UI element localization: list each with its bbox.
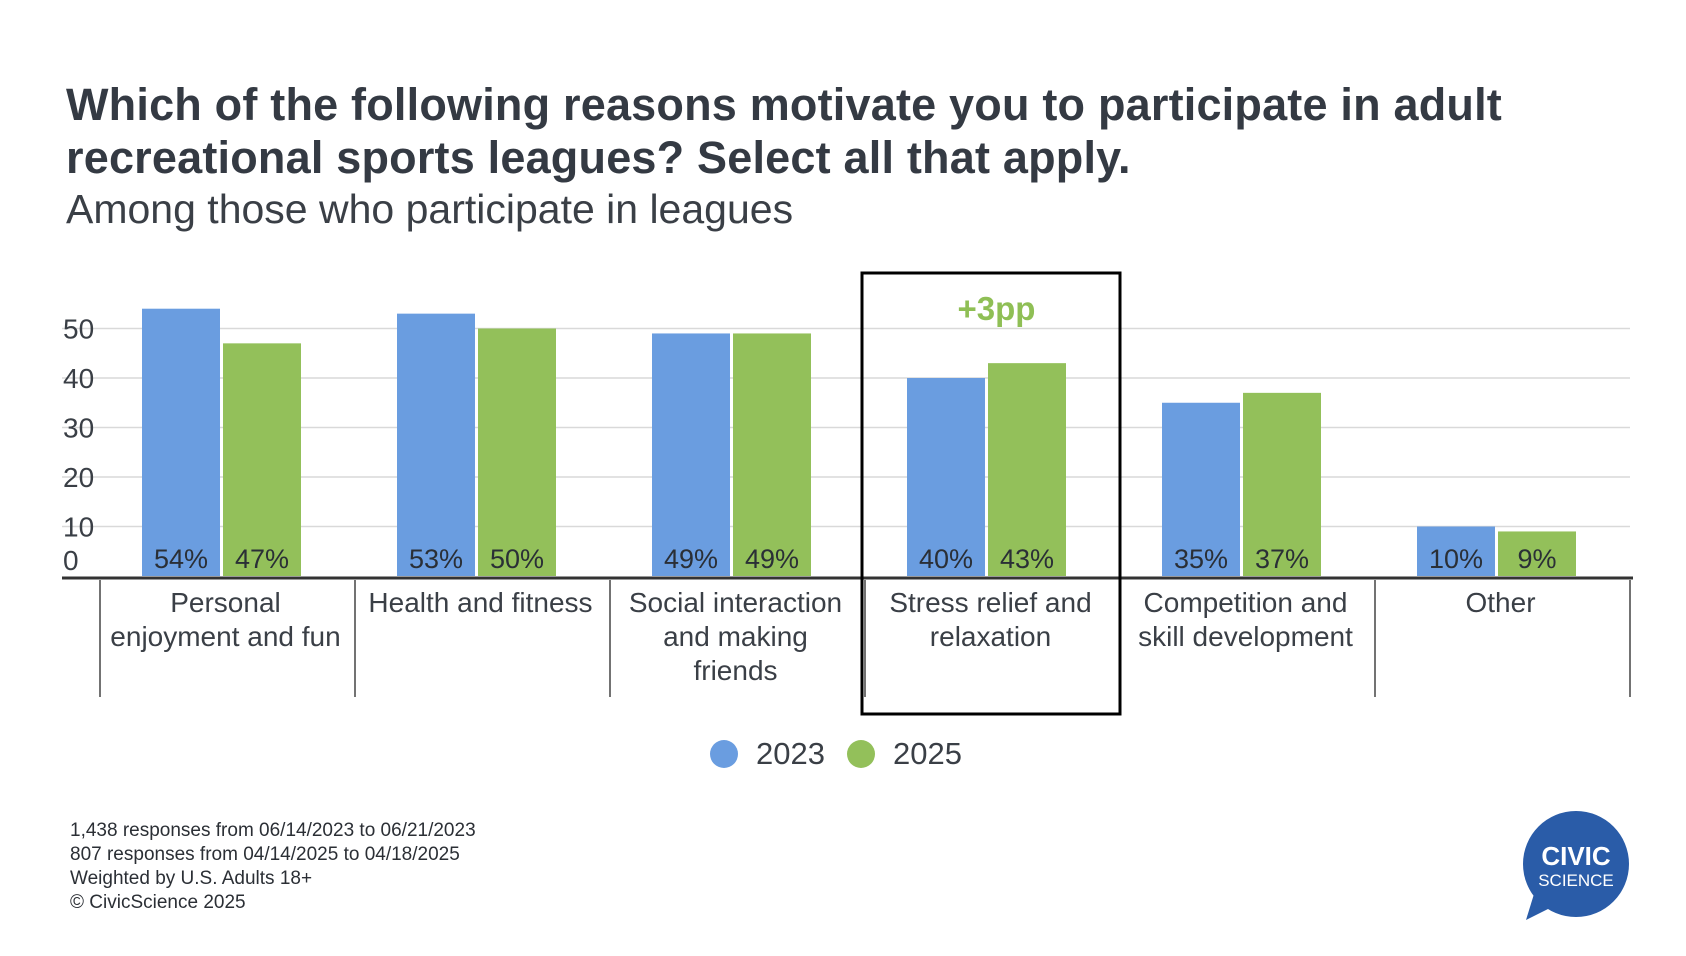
bar-chart: 010 20 30 40 50 54% 47% 53% 50% 49% 49% 40% 43% 35% 3…	[62, 271, 1633, 716]
logo-text-civic: CIVIC	[1541, 841, 1611, 871]
data-label-2023-5: 10%	[1429, 544, 1483, 574]
legend-item-2023: 2023	[710, 736, 825, 772]
legend-label-2025: 2025	[892, 736, 962, 771]
bar-2023-0	[142, 308, 220, 576]
bars	[142, 308, 1576, 576]
data-label-2025-1: 50%	[490, 544, 544, 574]
bar-2025-2	[733, 333, 811, 576]
y-tick-label-10: 10	[63, 512, 94, 543]
category-label-1: Health and fitness	[368, 587, 592, 618]
legend-swatch-2023	[710, 740, 738, 768]
category-label-2: and making	[663, 621, 808, 652]
data-label-2023-1: 53%	[409, 544, 463, 574]
data-labels: 54% 47% 53% 50% 49% 49% 40% 43% 35% 37% 10% 9%	[154, 544, 1557, 574]
category-label-5: Other	[1465, 587, 1535, 618]
bar-2023-2	[652, 333, 730, 576]
category-label-3: Stress relief and	[889, 587, 1091, 618]
bar-2023-3	[907, 378, 985, 576]
category-label-4: Competition and	[1144, 587, 1348, 618]
data-label-2025-3: 43%	[1000, 544, 1054, 574]
legend-item-2025: 2025	[846, 736, 962, 772]
footnote-line: 807 responses from 04/14/2025 to 04/18/2…	[70, 844, 460, 865]
chart-title: Which of the following reasons motivate …	[66, 79, 1502, 183]
data-label-2023-3: 40%	[919, 544, 973, 574]
bar-2025-3	[988, 363, 1066, 576]
legend-swatch-2025	[846, 740, 875, 768]
y-tick-label-50: 50	[63, 314, 94, 345]
y-tick-label-30: 30	[63, 413, 94, 444]
y-tick-label-20: 20	[63, 462, 94, 493]
bar-2025-1	[478, 328, 556, 576]
data-label-2025-4: 37%	[1255, 544, 1309, 574]
gridlines	[62, 327, 1630, 528]
y-tick-label-40: 40	[63, 363, 94, 394]
bar-2025-4	[1243, 392, 1321, 576]
category-label-0: Personal	[170, 587, 281, 618]
logo-text-science: SCIENCE	[1538, 871, 1614, 890]
category-label-0: enjoyment and fun	[110, 621, 340, 652]
bar-2023-4	[1162, 402, 1240, 576]
data-label-2023-4: 35%	[1174, 544, 1228, 574]
category-label-2: Social interaction	[629, 587, 842, 618]
bar-2025-0	[223, 343, 301, 576]
legend-label-2023: 2023	[756, 736, 825, 771]
highlight-box	[860, 271, 1122, 716]
category-label-3: relaxation	[930, 621, 1051, 652]
data-label-2025-5: 9%	[1517, 544, 1556, 574]
category-label-2: friends	[693, 655, 777, 686]
y-axis-ticks: 010 20 30 40 50	[63, 314, 94, 577]
data-label-2025-2: 49%	[745, 544, 799, 574]
bar-2023-5	[1417, 526, 1495, 576]
civicscience-logo: CIVIC SCIENCE	[1523, 811, 1629, 920]
bar-2025-5	[1498, 531, 1576, 576]
footnote-line: Weighted by U.S. Adults 18+	[70, 868, 313, 889]
data-label-2025-0: 47%	[235, 544, 289, 574]
y-tick-label-0: 0	[63, 545, 79, 576]
data-label-2023-0: 54%	[154, 544, 208, 574]
category-label-4: skill development	[1138, 621, 1353, 652]
footnote-line: 1,438 responses from 06/14/2023 to 06/21…	[70, 820, 476, 841]
legend: 2023 2025	[710, 736, 984, 772]
highlight-annotation: +3pp	[958, 290, 1036, 327]
footnote-line: © CivicScience 2025	[70, 892, 246, 913]
chart-subtitle: Among those who participate in leagues	[66, 186, 794, 232]
footnotes: 1,438 responses from 06/14/2023 to 06/21…	[70, 819, 476, 915]
bar-2023-1	[397, 313, 475, 576]
data-label-2023-2: 49%	[664, 544, 718, 574]
